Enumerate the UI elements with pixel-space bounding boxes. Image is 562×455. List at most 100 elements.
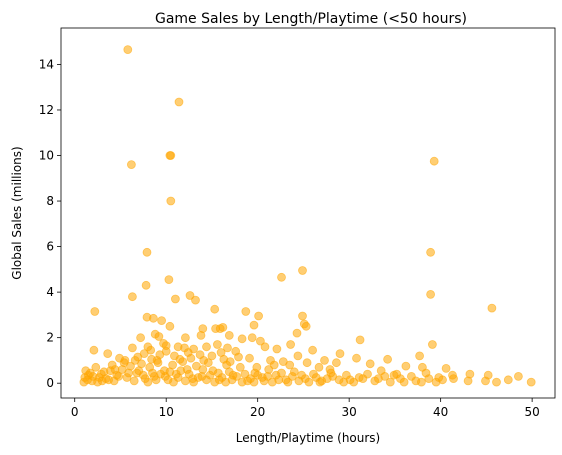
chart-title: Game Sales by Length/Playtime (<50 hours…: [155, 11, 467, 27]
x-axis-ticks: 0 10 20 30 40 50: [71, 398, 540, 419]
y-tick-label: 6: [46, 240, 54, 254]
data-point: [254, 311, 264, 321]
data-point: [503, 375, 513, 385]
y-tick-label: 14: [39, 57, 54, 71]
data-point: [180, 333, 190, 343]
data-point: [249, 377, 259, 387]
data-point: [253, 370, 263, 380]
data-point: [141, 280, 151, 290]
data-point: [127, 343, 137, 353]
data-point: [355, 335, 365, 345]
data-point: [241, 307, 251, 316]
x-tick-label: 50: [524, 405, 539, 419]
data-point: [170, 294, 180, 304]
data-point: [143, 377, 153, 387]
data-point: [315, 377, 325, 387]
data-point: [349, 377, 359, 387]
data-point: [154, 332, 164, 341]
data-point: [263, 371, 273, 381]
data-point: [174, 97, 184, 107]
data-point: [235, 362, 245, 372]
data-point: [463, 376, 473, 386]
data-point: [492, 377, 501, 387]
data-point: [142, 247, 152, 257]
data-point: [110, 365, 120, 374]
data-point: [424, 374, 434, 384]
data-point: [286, 340, 296, 349]
data-point: [297, 370, 307, 380]
data-point: [260, 342, 270, 352]
data-point: [225, 357, 235, 367]
data-point: [126, 160, 136, 170]
y-tick-label: 10: [39, 149, 54, 163]
data-point: [138, 370, 148, 380]
data-point: [272, 344, 282, 354]
data-point: [426, 247, 436, 257]
data-point: [298, 311, 307, 321]
data-point: [195, 350, 205, 360]
data-point: [175, 354, 185, 364]
data-point: [302, 358, 312, 368]
data-point: [283, 377, 293, 387]
plot-frame: [60, 27, 556, 399]
data-point: [224, 330, 234, 340]
data-point: [438, 375, 447, 385]
data-point: [210, 377, 220, 387]
data-point: [320, 355, 329, 365]
x-tick-label: 10: [159, 405, 174, 419]
data-point: [308, 345, 318, 355]
data-point: [293, 351, 303, 361]
data-point: [399, 377, 409, 387]
data-point: [223, 343, 232, 353]
data-point: [202, 342, 211, 352]
data-point: [314, 362, 324, 372]
data-point: [146, 345, 156, 355]
data-point: [183, 348, 193, 357]
x-tick-label: 30: [342, 405, 357, 419]
y-tick-label: 4: [46, 285, 54, 299]
data-point: [298, 266, 307, 275]
data-point: [285, 360, 295, 370]
data-point: [373, 374, 383, 384]
y-tick-label: 12: [39, 103, 54, 117]
data-point: [331, 358, 341, 368]
data-point: [255, 336, 265, 346]
data-point: [441, 363, 451, 373]
data-point: [196, 330, 206, 340]
data-point: [136, 333, 146, 343]
data-point: [127, 292, 137, 302]
y-tick-label: 0: [46, 376, 54, 390]
data-point: [269, 360, 279, 370]
data-point: [198, 365, 208, 374]
data-point: [304, 377, 314, 387]
data-point: [334, 375, 344, 385]
data-point: [203, 358, 213, 368]
data-point: [232, 371, 242, 381]
data-point: [292, 328, 302, 338]
data-point: [406, 371, 416, 381]
data-point: [205, 370, 215, 380]
data-point: [341, 370, 351, 380]
data-point: [237, 377, 247, 387]
x-tick-label: 20: [250, 405, 265, 419]
data-point: [166, 151, 176, 160]
data-point: [427, 340, 437, 349]
data-point: [124, 368, 134, 378]
data-point: [130, 355, 140, 365]
data-point: [277, 368, 286, 378]
x-tick-label: 40: [433, 405, 448, 419]
data-point: [97, 376, 107, 386]
data-point: [335, 349, 345, 359]
data-point: [88, 371, 98, 381]
y-axis-ticks: 0 2 4 6 8 10 12 14: [39, 57, 61, 390]
data-point: [148, 313, 158, 323]
data-point: [416, 377, 426, 387]
data-point: [165, 367, 175, 377]
data-point: [365, 359, 375, 369]
data-point: [448, 370, 457, 380]
data-point: [385, 377, 395, 387]
data-point: [526, 377, 536, 387]
data-point: [90, 307, 100, 316]
data-point: [164, 275, 174, 285]
